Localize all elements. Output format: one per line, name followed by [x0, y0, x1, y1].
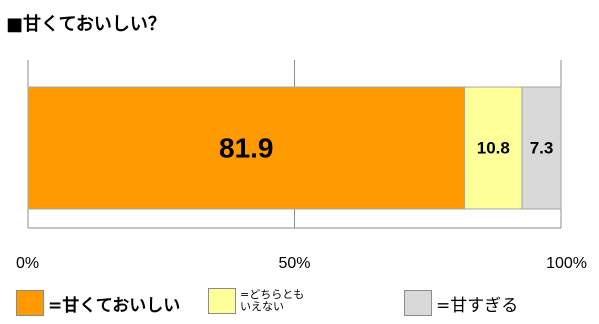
- x-tick-label-2: 100%: [546, 255, 587, 272]
- bar-segment-2: [521, 86, 562, 210]
- bar-segments: [27, 86, 562, 210]
- x-tick-label-1: 50%: [278, 255, 310, 272]
- legend-label-delicious: =甘くておいしい: [48, 295, 181, 316]
- x-axis-tick-labels: 0% 50% 100%: [16, 255, 587, 272]
- legend-item-delicious: =甘くておいしい: [16, 290, 180, 316]
- legend-item-too-sweet: =甘すぎる: [404, 290, 518, 316]
- legend-swatch-neutral: [208, 288, 236, 314]
- bar-label-2: 7.3: [530, 139, 554, 158]
- legend-item-neutral: =どちらとも いえない: [208, 288, 304, 314]
- legend-label-too-sweet: =甘すぎる: [436, 295, 519, 316]
- bar-segment-0: [27, 86, 466, 210]
- legend-label-neutral: =どちらとも いえない: [240, 288, 305, 313]
- chart-title: ■甘くておいしい？: [6, 14, 166, 35]
- x-tick-label-0: 0%: [16, 255, 39, 272]
- legend-swatch-too-sweet: [404, 290, 432, 316]
- legend-swatch-delicious: [16, 290, 44, 316]
- bar-label-0: 81.9: [219, 133, 274, 164]
- bar-value-labels: 81.9 10.8 7.3: [219, 133, 553, 164]
- bar-label-1: 10.8: [477, 139, 510, 158]
